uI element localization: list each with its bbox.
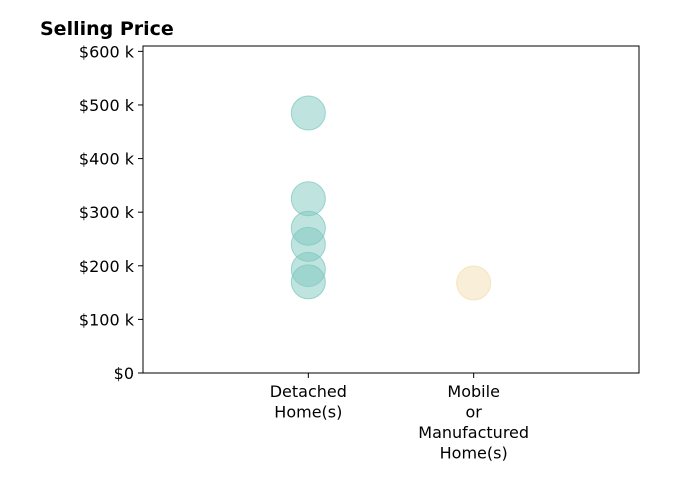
y-tick-label: $400 k — [79, 150, 135, 169]
data-points — [290, 95, 492, 301]
x-category-label-line: or — [465, 403, 482, 422]
y-tick-label: $200 k — [79, 257, 135, 276]
y-tick-label: $0 — [114, 364, 134, 383]
y-tick-label: $100 k — [79, 310, 135, 329]
x-category-label: Detached Home(s) — [270, 382, 347, 422]
y-tick-label: $600 k — [79, 42, 135, 61]
data-point-0-0 — [290, 95, 326, 131]
x-category-label-line: Home(s) — [274, 403, 342, 422]
chart-title: Selling Price — [40, 18, 174, 40]
x-axis: Detached Home(s) Mobile or Manufactured Home(… — [270, 373, 529, 463]
data-point-1-0 — [456, 265, 492, 301]
x-category-label: Mobile or Manufactured Home(s) — [418, 382, 529, 463]
y-axis: $0 $100 k $200 k $300 k $400 k $500 k $600 k — [79, 42, 143, 383]
x-category-label-line: Detached — [270, 382, 347, 401]
data-point-0-1 — [290, 181, 326, 217]
x-category-label-line: Manufactured — [418, 423, 529, 442]
y-tick-label: $300 k — [79, 203, 135, 222]
x-category-label-line: Home(s) — [440, 444, 508, 463]
y-tick-label: $500 k — [79, 96, 135, 115]
plot-area-frame — [142, 45, 640, 374]
data-point-0-5 — [290, 264, 326, 300]
x-category-label-line: Mobile — [447, 382, 499, 401]
